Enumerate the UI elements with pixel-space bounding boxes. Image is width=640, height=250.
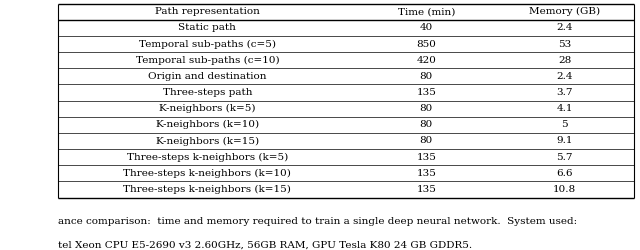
Text: 10.8: 10.8 <box>553 185 576 194</box>
Text: 53: 53 <box>558 40 571 48</box>
Text: 28: 28 <box>558 56 571 65</box>
Text: K-neighbors (k=10): K-neighbors (k=10) <box>156 120 259 130</box>
Text: 40: 40 <box>420 24 433 32</box>
Text: 420: 420 <box>416 56 436 65</box>
Text: tel Xeon CPU E5-2690 v3 2.60GHz, 56GB RAM, GPU Tesla K80 24 GB GDDR5.: tel Xeon CPU E5-2690 v3 2.60GHz, 56GB RA… <box>58 240 472 250</box>
Text: 9.1: 9.1 <box>556 136 573 145</box>
Text: Memory (GB): Memory (GB) <box>529 7 600 16</box>
Text: Three-steps k-neighbors (k=15): Three-steps k-neighbors (k=15) <box>124 185 291 194</box>
Text: 6.6: 6.6 <box>556 169 573 178</box>
Text: ance comparison:  time and memory required to train a single deep neural network: ance comparison: time and memory require… <box>58 217 577 226</box>
Text: Three-steps k-neighbors (k=5): Three-steps k-neighbors (k=5) <box>127 152 288 162</box>
Text: 4.1: 4.1 <box>556 104 573 113</box>
Text: 135: 135 <box>416 153 436 162</box>
Text: Temporal sub-paths (c=5): Temporal sub-paths (c=5) <box>139 40 276 49</box>
Text: 80: 80 <box>420 136 433 145</box>
Text: Three-steps path: Three-steps path <box>163 88 252 97</box>
Text: Temporal sub-paths (c=10): Temporal sub-paths (c=10) <box>136 56 279 65</box>
Text: 2.4: 2.4 <box>556 72 573 81</box>
Text: 80: 80 <box>420 72 433 81</box>
Text: 135: 135 <box>416 88 436 97</box>
Text: 2.4: 2.4 <box>556 24 573 32</box>
Text: K-neighbors (k=15): K-neighbors (k=15) <box>156 136 259 145</box>
Text: Time (min): Time (min) <box>397 7 455 16</box>
Text: Static path: Static path <box>179 24 236 32</box>
Text: 135: 135 <box>416 185 436 194</box>
Text: K-neighbors (k=5): K-neighbors (k=5) <box>159 104 255 113</box>
Text: 5: 5 <box>561 120 568 129</box>
Text: Three-steps k-neighbors (k=10): Three-steps k-neighbors (k=10) <box>124 169 291 178</box>
Text: 3.7: 3.7 <box>556 88 573 97</box>
Text: Path representation: Path representation <box>155 7 260 16</box>
Text: 5.7: 5.7 <box>556 153 573 162</box>
Text: Origin and destination: Origin and destination <box>148 72 267 81</box>
Text: 80: 80 <box>420 120 433 129</box>
Text: 135: 135 <box>416 169 436 178</box>
Text: 80: 80 <box>420 104 433 113</box>
Text: 850: 850 <box>416 40 436 48</box>
